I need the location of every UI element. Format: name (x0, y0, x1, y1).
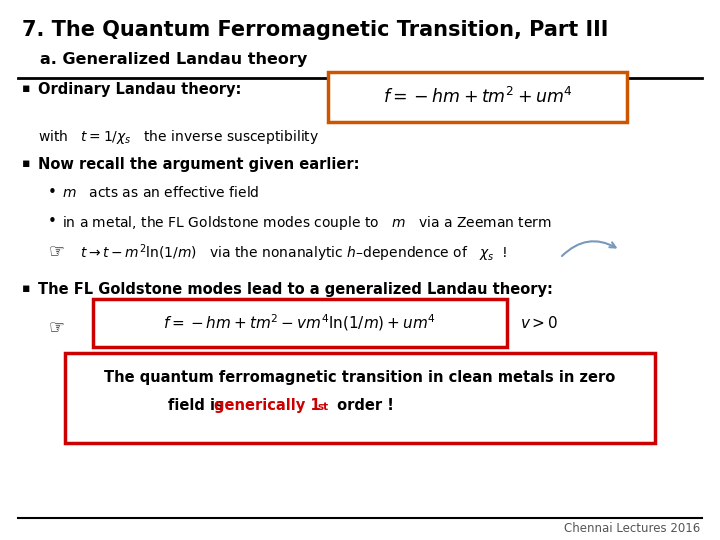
Text: with   $t=1/\chi_s$   the inverse susceptibility: with $t=1/\chi_s$ the inverse susceptibi… (38, 128, 319, 146)
Text: st: st (318, 402, 329, 412)
Text: a. Generalized Landau theory: a. Generalized Landau theory (40, 52, 307, 67)
Text: $m$   acts as an effective field: $m$ acts as an effective field (62, 185, 259, 200)
Text: order !: order ! (332, 398, 394, 413)
Text: $f = -hm+tm^{2}-vm^{4}\ln(1/m)+um^{4}$: $f = -hm+tm^{2}-vm^{4}\ln(1/m)+um^{4}$ (163, 313, 436, 333)
Text: Chennai Lectures 2016: Chennai Lectures 2016 (564, 522, 700, 535)
Text: generically 1: generically 1 (214, 398, 320, 413)
Text: The FL Goldstone modes lead to a generalized Landau theory:: The FL Goldstone modes lead to a general… (38, 282, 553, 297)
Text: $v>0$: $v>0$ (520, 315, 559, 331)
Text: ▪: ▪ (22, 82, 30, 95)
FancyBboxPatch shape (93, 299, 507, 347)
Text: Ordinary Landau theory:: Ordinary Landau theory: (38, 82, 241, 97)
Text: $f = -hm+tm^{2}+um^{4}$: $f = -hm+tm^{2}+um^{4}$ (383, 87, 573, 107)
Text: field is: field is (168, 398, 229, 413)
Text: in a metal, the FL Goldstone modes couple to   $m$   via a Zeeman term: in a metal, the FL Goldstone modes coupl… (62, 214, 552, 232)
Text: ☞: ☞ (48, 318, 64, 336)
Text: •: • (48, 185, 57, 200)
Text: ▪: ▪ (22, 157, 30, 170)
Text: ▪: ▪ (22, 282, 30, 295)
FancyBboxPatch shape (328, 72, 627, 122)
Text: The quantum ferromagnetic transition in clean metals in zero: The quantum ferromagnetic transition in … (104, 370, 616, 385)
FancyBboxPatch shape (65, 353, 655, 443)
Text: •: • (48, 214, 57, 229)
Text: Now recall the argument given earlier:: Now recall the argument given earlier: (38, 157, 359, 172)
Text: 7. The Quantum Ferromagnetic Transition, Part III: 7. The Quantum Ferromagnetic Transition,… (22, 20, 608, 40)
Text: $t \rightarrow t-m^{2}\ln(1/m)$   via the nonanalytic $h$–dependence of   $\chi_: $t \rightarrow t-m^{2}\ln(1/m)$ via the … (80, 242, 508, 264)
Text: ☞: ☞ (48, 242, 64, 260)
